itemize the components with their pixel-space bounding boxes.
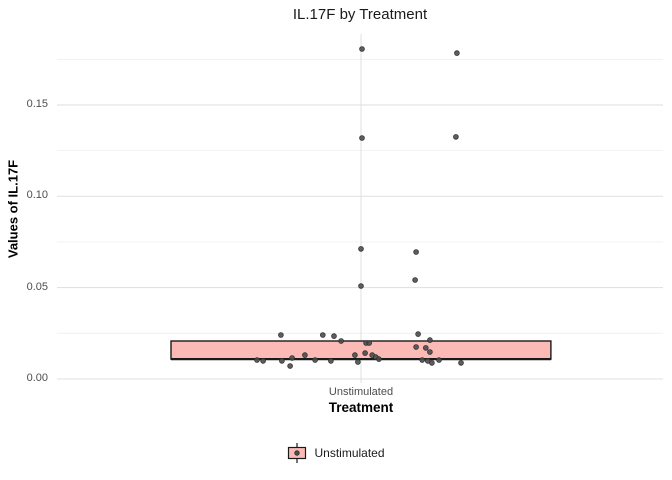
jitter-point [376,356,382,362]
jitter-point [419,357,426,363]
boxplot-box [170,340,552,360]
legend-key-boxplot-icon [288,443,307,463]
jitter-point [359,135,365,141]
jitter-point [358,283,364,289]
jitter-point [328,358,334,364]
jitter-point [413,249,419,255]
jitter-point [415,331,421,337]
jitter-point [436,357,442,363]
jitter-point [319,332,326,338]
jitter-point [413,344,419,350]
jitter-point [412,277,418,283]
x-axis-category-label: Unstimulated [328,386,394,398]
chart-title: IL.17F by Treatment [292,6,428,23]
legend-key-point [294,450,301,456]
jitter-point [331,333,337,339]
x-axis-title: Treatment [328,400,394,415]
jitter-point [427,337,433,343]
jitter-point [278,332,284,338]
jitter-point [279,358,285,364]
jitter-point [362,350,368,356]
y-axis-tick-label: 0.10 [26,189,48,202]
jitter-point [260,358,266,364]
jitter-point [454,50,460,56]
jitter-point [458,360,464,366]
jitter-point [359,46,365,52]
jitter-point [289,355,295,361]
jitter-point [352,352,358,358]
jitter-point [302,352,308,358]
legend: Unstimulated [0,440,672,466]
jitter-point [355,359,361,365]
jitter-point [287,363,293,369]
jitter-point [453,134,459,140]
legend-item-label: Unstimulated [314,446,385,460]
jitter-point [422,345,429,351]
jitter-point [312,357,318,363]
jitter-point [338,338,344,344]
y-axis-tick-label: 0.15 [26,97,48,110]
jitter-point [358,246,364,252]
jitter-point [427,349,433,355]
jitter-point [366,340,373,346]
y-axis-tick-label: 0.05 [26,280,48,293]
jitter-point [254,357,260,363]
jitter-point [429,360,435,366]
y-axis-tick-label: 0.00 [26,372,48,384]
